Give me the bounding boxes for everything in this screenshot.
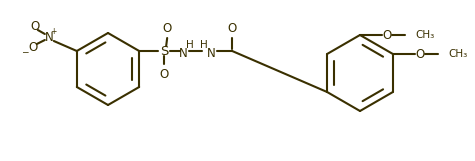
Text: −: − bbox=[21, 47, 28, 57]
Text: H: H bbox=[200, 40, 208, 50]
Text: O: O bbox=[162, 22, 172, 34]
Text: O: O bbox=[28, 41, 38, 53]
Text: O: O bbox=[160, 67, 169, 80]
Text: O: O bbox=[228, 22, 237, 34]
Text: N: N bbox=[45, 30, 53, 43]
Text: N: N bbox=[179, 47, 188, 60]
Text: N: N bbox=[207, 47, 216, 60]
Text: O: O bbox=[30, 19, 39, 33]
Text: CH₃: CH₃ bbox=[415, 30, 434, 40]
Text: H: H bbox=[186, 40, 194, 50]
Text: O: O bbox=[415, 47, 425, 61]
Text: O: O bbox=[382, 28, 391, 42]
Text: S: S bbox=[160, 44, 168, 57]
Text: CH₃: CH₃ bbox=[448, 49, 467, 59]
Text: +: + bbox=[51, 27, 57, 35]
